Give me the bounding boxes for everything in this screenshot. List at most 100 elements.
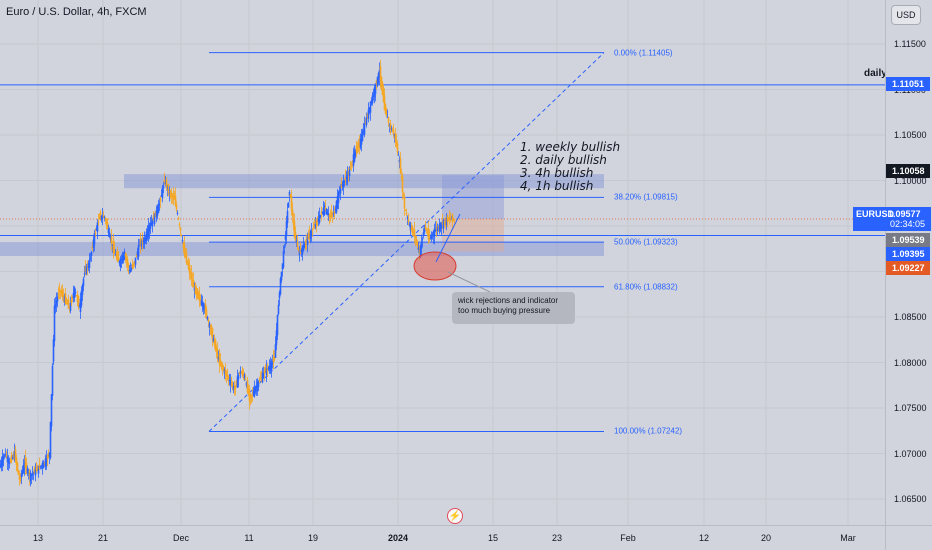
candle-body [210, 325, 213, 336]
price-label-low: 1.09227 [886, 261, 930, 275]
candle-body [437, 226, 440, 228]
candle-body [89, 258, 92, 260]
candle-body [38, 464, 41, 469]
candle-body [175, 204, 178, 210]
candle-body [434, 229, 437, 232]
candle-body [185, 252, 188, 263]
candle-body [181, 240, 184, 242]
candle-body [35, 469, 38, 471]
candle-body [147, 226, 150, 237]
candle-body [228, 379, 231, 382]
candle-body [334, 209, 337, 211]
candle-body [122, 253, 125, 261]
candle-body [4, 453, 7, 457]
candle-body [204, 303, 207, 314]
candle-body [341, 184, 344, 187]
candle-body [313, 224, 316, 228]
candle-body [114, 254, 117, 256]
candle-body [425, 230, 428, 232]
candle-body [371, 95, 374, 104]
candle-body [213, 339, 216, 345]
candle-body [197, 291, 200, 299]
candle-body [391, 129, 394, 132]
candle-body [133, 261, 136, 264]
candle-body [342, 180, 345, 188]
candle-body [345, 176, 348, 179]
candle-body [160, 195, 163, 197]
candle-body [331, 213, 334, 215]
candle-body [310, 230, 313, 236]
candle-body [399, 158, 402, 174]
candle-body [311, 230, 314, 232]
candle-body [444, 218, 447, 223]
candle-body [100, 215, 103, 220]
note-callout[interactable]: wick rejections and indicator too much b… [452, 292, 575, 324]
candle-body [57, 293, 60, 295]
candle-body [245, 382, 248, 386]
candle-body [330, 212, 333, 217]
candle-body [218, 354, 221, 365]
candle-body [351, 161, 354, 163]
time-tick: 19 [307, 533, 319, 543]
candle-body [303, 243, 306, 249]
candle-body [277, 304, 280, 315]
candle-body [361, 131, 364, 142]
candle-body [354, 149, 357, 157]
candle-body [401, 175, 404, 192]
candle-body [242, 373, 245, 376]
candle-body [46, 456, 49, 459]
time-tick: 12 [698, 533, 710, 543]
time-tick: Mar [840, 533, 856, 543]
candle-body [198, 293, 201, 301]
candle-body [411, 226, 414, 234]
candle-body [344, 177, 347, 181]
candle-body [398, 159, 401, 162]
candle-body [366, 114, 369, 118]
currency-button[interactable]: USD [891, 5, 921, 25]
candle-body [24, 457, 27, 468]
candle-body [320, 211, 323, 216]
candle-body [123, 251, 126, 260]
candle-body [445, 218, 448, 226]
chart-plot-area[interactable] [0, 0, 885, 525]
candle-body [163, 179, 166, 184]
candle-body [156, 206, 159, 216]
candle-body [188, 264, 191, 274]
candle-body [250, 395, 253, 397]
candle-body [442, 219, 445, 229]
candle-body [196, 288, 199, 298]
time-axis[interactable] [0, 525, 885, 550]
candle-body [406, 217, 409, 219]
events-lightning-icon[interactable]: ⚡ [447, 508, 463, 524]
candle-body [138, 245, 141, 247]
candle-body [424, 225, 427, 229]
candle-body [307, 233, 310, 240]
candle-body [421, 238, 424, 240]
candle-body [25, 462, 28, 470]
candle-body [176, 213, 179, 215]
candle-body [417, 247, 420, 250]
candle-body [151, 218, 154, 227]
candle-body [44, 458, 47, 467]
upper-zone [124, 174, 604, 189]
candle-body [37, 465, 40, 474]
candle-body [155, 209, 158, 218]
candle-body [0, 464, 2, 468]
candle-body [408, 224, 411, 226]
candle-body [33, 468, 36, 474]
candle-body [166, 187, 169, 189]
candle-body [293, 221, 296, 238]
time-tick: 11 [244, 533, 254, 543]
candle-body [190, 272, 193, 281]
candle-body [90, 251, 93, 257]
candle-body [82, 278, 85, 287]
candle-body [385, 108, 388, 117]
candle-body [161, 187, 164, 199]
candle-body [357, 143, 360, 149]
candle-body [73, 287, 76, 298]
candle-body [448, 217, 451, 220]
candle-body [253, 387, 256, 396]
annotation-4h-bullish: 3. 4h bullish [520, 166, 594, 180]
candle-body [104, 218, 107, 220]
